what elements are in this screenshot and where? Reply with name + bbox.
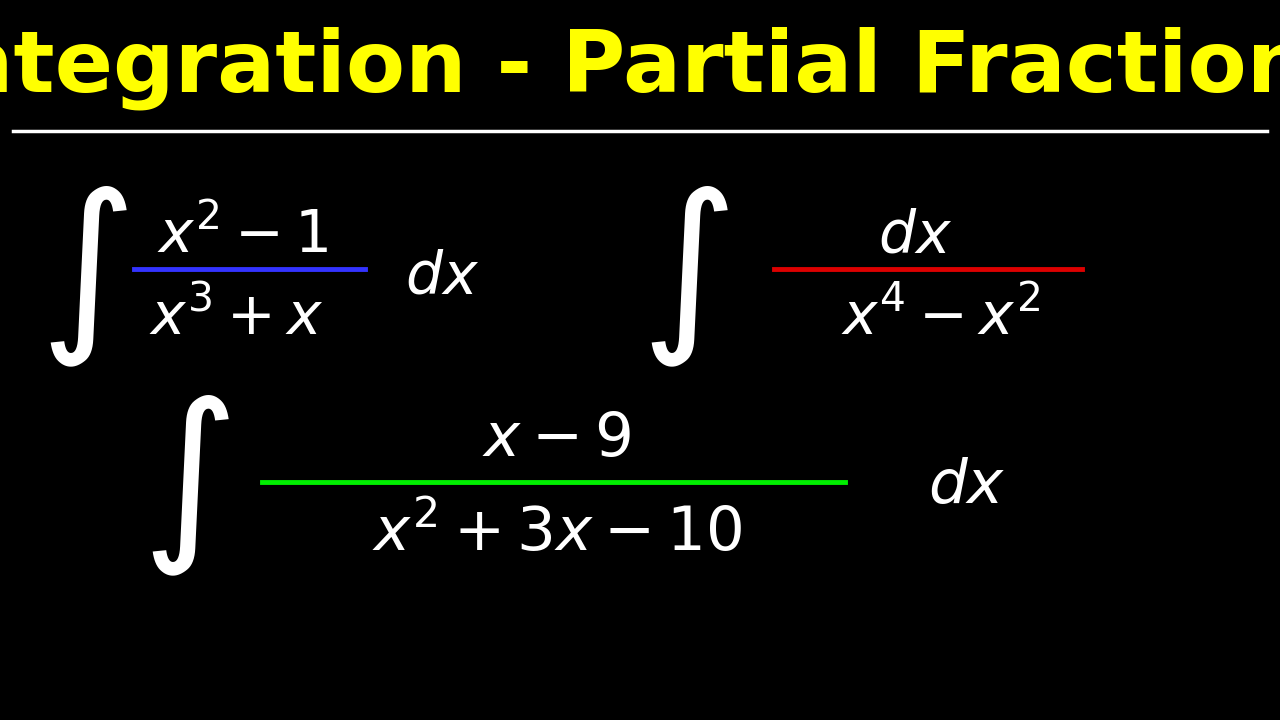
Text: $dx$: $dx$ [878,207,952,265]
Text: $\int$: $\int$ [640,185,730,369]
Text: $\int$: $\int$ [141,394,230,578]
Text: $x^2+3x-10$: $x^2+3x-10$ [371,505,742,564]
Text: $x^4-x^2$: $x^4-x^2$ [841,289,1041,347]
Text: $\int$: $\int$ [38,185,128,369]
Text: $dx$: $dx$ [404,248,479,306]
Text: Integration - Partial Fractions: Integration - Partial Fractions [0,27,1280,110]
Text: $x^2-1$: $x^2-1$ [157,207,329,265]
Text: $x - 9$: $x - 9$ [483,410,631,469]
Text: $dx$: $dx$ [928,456,1005,516]
Text: $x^3+x$: $x^3+x$ [150,289,324,347]
